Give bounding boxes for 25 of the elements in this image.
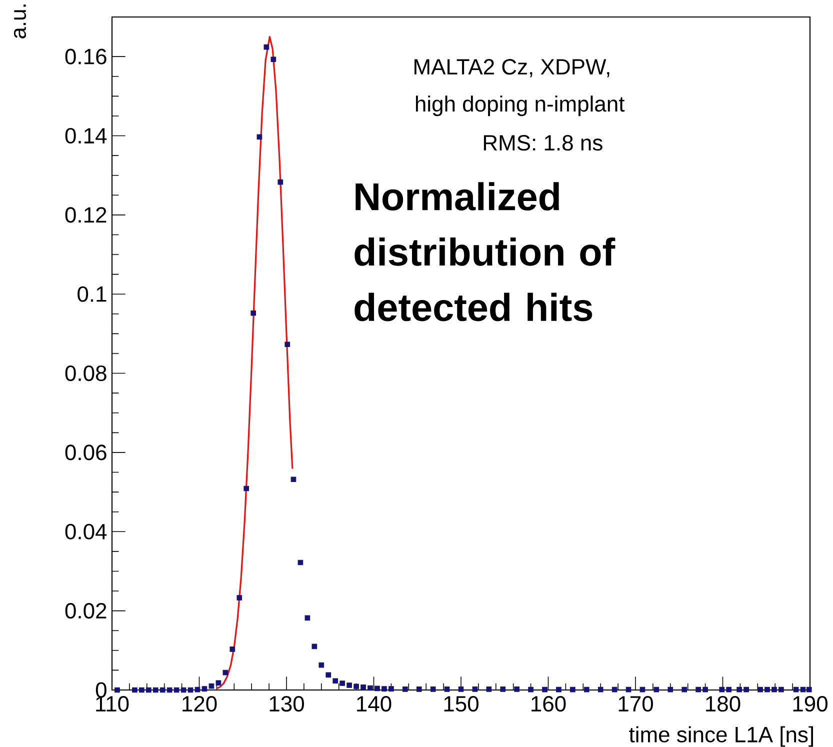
annotation: Normalized distribution of detected hits [354, 182, 616, 322]
y-tick-label: 0 [96, 682, 106, 698]
annotation: RMS: 1.8 ns [484, 135, 602, 151]
x-tick-label: 150 [444, 696, 478, 712]
annotation: high doping n-implant [416, 96, 625, 116]
x-tick-label: 160 [532, 696, 566, 712]
annotation: MALTA2 Cz, XDPW, [414, 59, 610, 78]
x-tick-label: 140 [357, 696, 392, 712]
y-tick-label: 0.08 [65, 365, 106, 382]
x-axis-title: time since L1A [ns] [629, 726, 814, 747]
x-tick-label: 130 [270, 696, 304, 712]
x-tick-label: 190 [793, 696, 828, 712]
x-tick-label: 110 [96, 696, 129, 712]
y-tick-label: 0.04 [65, 524, 107, 540]
y-tick-label: 0.1 [78, 286, 106, 302]
x-tick-label: 170 [618, 696, 653, 712]
y-tick-label: 0.16 [65, 48, 106, 64]
x-tick-label: 120 [182, 696, 217, 712]
x-tick-label: 180 [706, 696, 740, 712]
line-series [216, 36, 294, 690]
y-tick-label: 0.14 [65, 128, 107, 144]
y-axis-title: a.u. [14, 4, 26, 38]
y-tick-label: 0.12 [65, 207, 106, 223]
y-tick-label: 0.02 [65, 603, 106, 619]
y-tick-label: 0.06 [65, 444, 106, 460]
